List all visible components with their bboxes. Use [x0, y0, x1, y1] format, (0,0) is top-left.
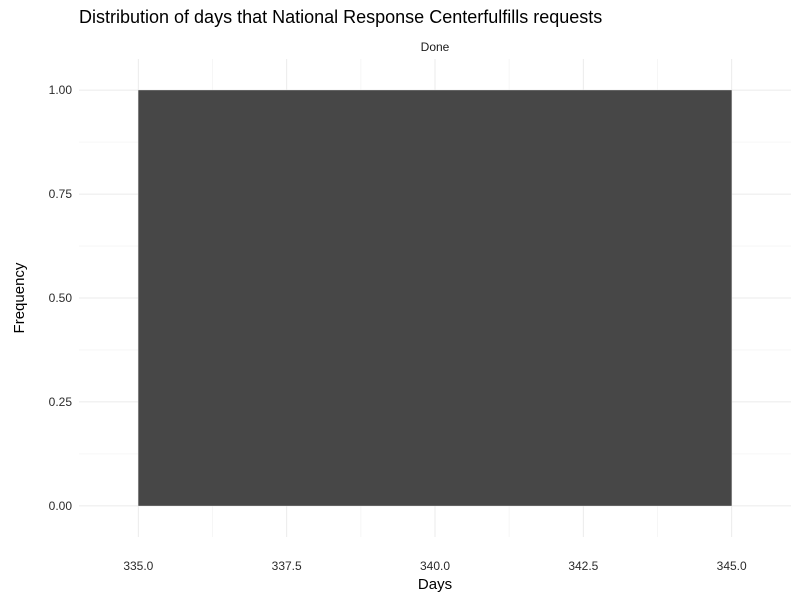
bars	[138, 90, 732, 506]
y-tick-label: 0.75	[49, 187, 73, 201]
y-axis-ticks: 0.00 0.25 0.50 0.75 1.00	[49, 83, 73, 513]
x-tick-label: 340.0	[420, 559, 450, 573]
facet-label: Done	[421, 40, 450, 54]
histogram-bar	[138, 90, 732, 506]
y-tick-label: 1.00	[49, 83, 73, 97]
y-axis-title: Frequency	[11, 262, 28, 333]
y-tick-label: 0.00	[49, 499, 73, 513]
x-tick-label: 342.5	[568, 559, 598, 573]
y-tick-label: 0.50	[49, 291, 73, 305]
y-tick-label: 0.25	[49, 395, 73, 409]
x-axis-ticks: 335.0 337.5 340.0 342.5 345.0	[123, 559, 747, 573]
x-tick-label: 335.0	[123, 559, 153, 573]
x-tick-label: 337.5	[272, 559, 302, 573]
chart-title: Distribution of days that National Respo…	[79, 7, 602, 27]
x-tick-label: 345.0	[717, 559, 747, 573]
x-axis-title: Days	[418, 576, 452, 593]
